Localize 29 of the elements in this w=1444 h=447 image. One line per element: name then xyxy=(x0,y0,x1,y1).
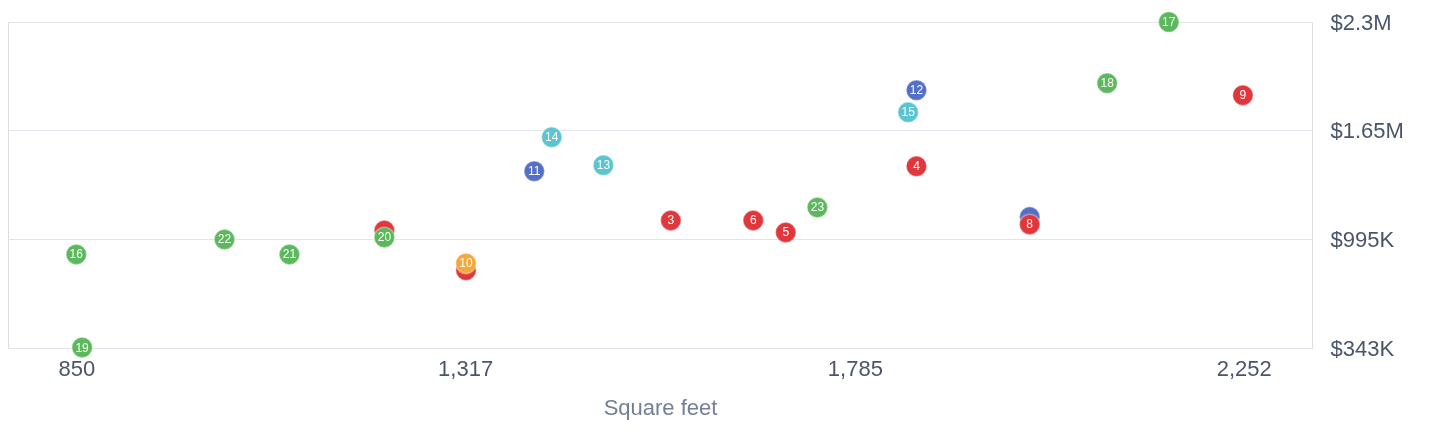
annotation: 12 xyxy=(909,83,924,98)
annotation: 23 xyxy=(810,200,825,215)
annotation: 18 xyxy=(1100,76,1115,91)
annotation: 5 xyxy=(782,225,790,240)
y-tick-label: $2.3M xyxy=(1330,9,1392,35)
y-tick-label: $995K xyxy=(1330,226,1395,252)
annotation: 19 xyxy=(75,340,90,355)
annotation: 22 xyxy=(217,232,232,247)
annotation: 13 xyxy=(596,158,611,173)
annotation: 20 xyxy=(377,230,392,245)
annotation: 11 xyxy=(528,164,541,179)
x-axis-title: Square feet xyxy=(603,394,718,420)
annotation: 17 xyxy=(1162,15,1176,29)
x-tick-label: 850 xyxy=(58,355,96,381)
x-tick-label: 2,252 xyxy=(1216,355,1272,381)
annotation: 14 xyxy=(545,130,559,145)
annotation: 8 xyxy=(1026,217,1034,232)
annotation: 6 xyxy=(749,213,757,228)
annotation: 10 xyxy=(459,256,473,271)
y-tick-label: $343K xyxy=(1330,335,1395,361)
annotation: 4 xyxy=(913,159,921,174)
annotation: 9 xyxy=(1239,88,1247,103)
annotation: 15 xyxy=(901,105,916,120)
annotation: 16 xyxy=(69,247,84,262)
x-tick-label: 1,317 xyxy=(438,355,494,381)
annotation: 3 xyxy=(667,213,675,228)
annotation: 21 xyxy=(282,247,297,262)
y-tick-label: $1.65M xyxy=(1330,117,1404,143)
x-tick-label: 1,785 xyxy=(827,355,883,381)
